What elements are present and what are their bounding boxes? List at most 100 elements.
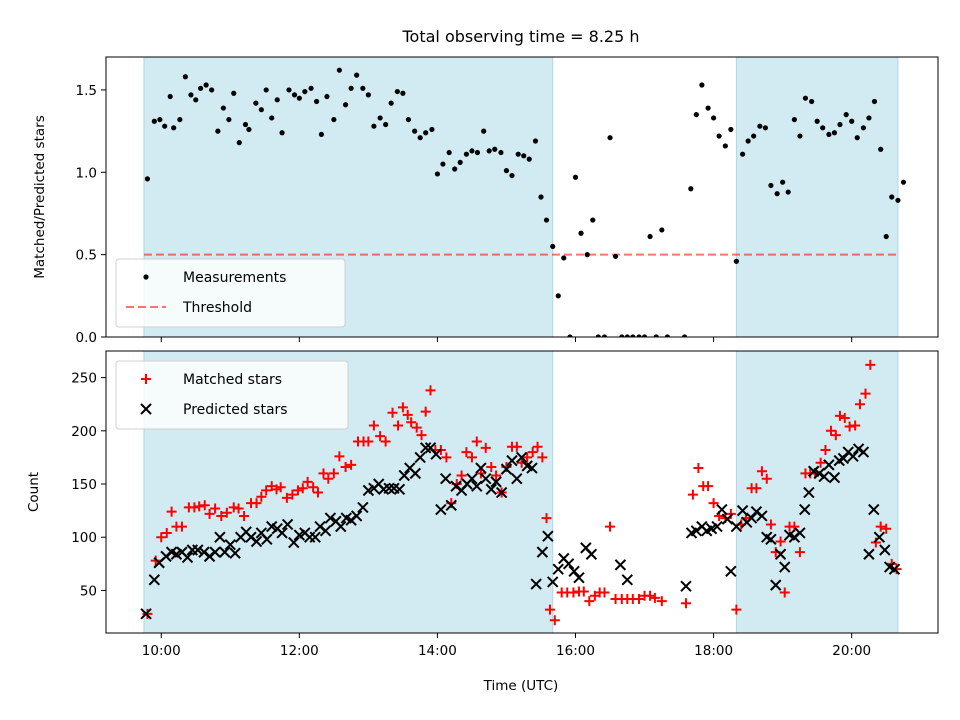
matched-point [156,532,167,543]
matched-point [420,406,431,417]
matched-point [302,476,313,487]
measurement-point [474,149,481,156]
matched-point [161,527,172,538]
matched-point [228,502,239,513]
predicted-point [803,486,815,499]
matched-point [308,482,319,493]
predicted-point [490,476,502,488]
matched-point [292,485,303,496]
matched-point [634,593,645,604]
top-axes-frame [105,56,939,338]
predicted-point [765,533,777,546]
measurement-point [498,149,504,156]
measurement-point [417,135,423,141]
measurement-point [313,98,320,105]
measurement-point [722,143,728,149]
top-ytick-label: 0.5 [76,248,97,264]
matched-point [756,466,767,477]
measurement-point [728,126,734,133]
matched-point [375,431,386,442]
predicted-point [847,450,859,463]
matched-point [466,452,477,463]
predicted-point [888,563,901,575]
predicted-point [511,472,523,485]
predicted-point [495,486,508,499]
measurement-point [246,126,252,133]
matched-point [680,598,691,609]
matched-point [480,442,491,453]
predicted-point [319,525,332,537]
matched-point [475,468,486,479]
bottom-shaded-interval-1 [735,351,899,633]
measurement-point [400,90,406,96]
predicted-point [530,578,542,590]
predicted-point [261,533,273,546]
measurement-point [318,131,325,138]
measurement-point [814,118,820,124]
measurement-point [641,334,648,337]
predicted-point [192,544,204,556]
measurement-point [231,90,237,96]
measurement-point [607,135,613,141]
measurement-point [220,105,226,111]
predicted-point [585,548,598,560]
predicted-point [435,503,447,516]
measurement-point [308,85,314,91]
predicted-point [409,467,422,480]
predicted-point [526,462,538,474]
legend-box [115,360,349,430]
predicted-point [506,454,518,467]
xtick-label: 16:00 [556,643,595,659]
matched-point [346,459,357,470]
predicted-point [542,530,554,542]
predicted-point [288,536,300,549]
matched-point [511,441,522,452]
matched-point [605,521,616,532]
matched-point [794,547,805,558]
measurement-point [584,252,590,258]
measurement-point [197,85,204,91]
measurement-point [572,174,579,180]
measurement-point [699,82,705,88]
matched-point [703,481,714,492]
legend-matched-marker [141,374,151,384]
measurement-point [360,85,366,91]
predicted-point [794,527,806,539]
bottom-ytick-label: 50 [80,583,97,599]
legend-matched-label: Matched stars [183,372,282,388]
predicted-point [721,513,734,525]
predicted-point [536,546,549,558]
matched-point [397,402,408,413]
measurement-point [348,85,354,91]
measurement-point [751,133,757,139]
matched-point [221,507,232,518]
top-ylabel: Matched/Predicted stars [32,115,48,278]
predicted-point [837,452,850,465]
predicted-point [335,520,347,533]
matched-point [256,491,267,502]
measurement-point [526,156,532,162]
measurement-point [336,67,342,73]
measurement-point [682,334,688,337]
measurement-point [849,118,855,124]
measurement-point [151,118,157,124]
predicted-point [466,472,478,485]
measurement-point [595,334,601,337]
matched-point [549,615,560,626]
predicted-point [393,483,406,496]
predicted-point [879,544,891,556]
measurement-point [440,161,446,167]
predicted-point [229,547,241,559]
predicted-point [799,503,811,516]
measurement-point [188,92,194,98]
measurement-point [889,194,895,200]
legend-box [115,258,346,328]
measurement-point [452,166,458,172]
measurement-point [780,179,786,185]
measurement-point [809,98,815,105]
bottom-legend: Matched stars Predicted stars [115,360,349,430]
xtick-label: 12:00 [280,643,319,659]
predicted-point [250,535,263,548]
measurement-point [388,100,394,106]
top-ytick-label: 1.0 [76,165,97,181]
